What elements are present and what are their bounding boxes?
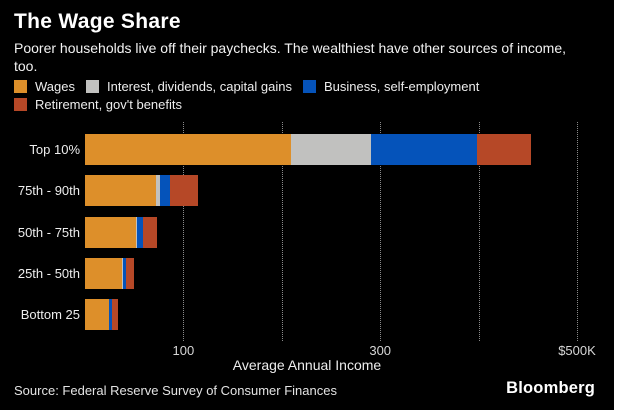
legend-swatch-icon: [14, 98, 27, 111]
plot-area: Top 10% 75th - 90th 50th - 75th 25th - 50th…: [17, 122, 596, 358]
bar-row: [85, 134, 531, 165]
category-label: 25th - 50th: [17, 265, 80, 281]
category-label: Bottom 25: [20, 307, 80, 322]
legend-item: Retirement, gov't benefits: [14, 97, 182, 112]
bar-segment-business: [122, 257, 126, 289]
legend-item: Interest, dividends, capital gains: [85, 79, 292, 94]
bar-segment-retirement: [143, 216, 157, 248]
bar-segment-retirement: [125, 257, 134, 289]
category-label: 75th - 90th: [17, 183, 80, 199]
legend-swatch-icon: [14, 80, 27, 93]
legend-label: Business, self-employment: [323, 79, 480, 94]
bar-segment-business: [371, 134, 477, 165]
category-label: Top 10%: [29, 142, 80, 157]
bar-segment-retirement: [476, 134, 531, 165]
chart-area: The Wage Share Poorer households live of…: [0, 0, 614, 410]
legend-label: Retirement, gov't benefits: [35, 97, 182, 112]
gridline: [478, 122, 480, 341]
bar-segment-interest: [136, 216, 138, 248]
gridline: [183, 122, 185, 341]
gridline: [380, 122, 382, 341]
source-note: Source: Federal Reserve Survey of Consum…: [14, 383, 337, 398]
bar-segment-business: [159, 175, 170, 207]
bar-segment-interest: [290, 134, 372, 165]
chart-title: The Wage Share: [14, 10, 181, 33]
legend-item: Business, self-employment: [302, 79, 480, 94]
bar-segment-wages: [85, 175, 156, 207]
bar-segment-wages: [85, 216, 137, 248]
legend-swatch-icon: [302, 80, 316, 93]
x-tick-label: 300: [369, 343, 392, 358]
bar-segment-business: [137, 216, 144, 248]
bar-segment-business: [109, 299, 113, 330]
bloomberg-logo: Bloomberg: [506, 379, 595, 397]
gridline: [577, 122, 578, 341]
bar-segment-retirement: [112, 299, 118, 330]
legend-label: Interest, dividends, capital gains: [106, 79, 292, 94]
bar-segment-wages: [85, 299, 109, 330]
gridline: [281, 122, 283, 341]
x-tick-label: $500K: [558, 343, 596, 358]
legend-item: Wages: [14, 79, 75, 94]
legend: Wages Interest, dividends, capital gains B…: [14, 79, 490, 115]
legend-swatch-icon: [85, 80, 99, 93]
bar-segment-wages: [85, 257, 123, 289]
x-tick-label: 100: [172, 343, 195, 358]
bar-segment-wages: [85, 134, 291, 165]
bar-row: [85, 299, 118, 330]
legend-label: Wages: [35, 79, 75, 94]
bar-row: [85, 257, 134, 289]
bar-row: [85, 216, 157, 248]
legend-row: Wages Interest, dividends, capital gains B…: [14, 79, 490, 94]
bar-segment-interest: [155, 175, 160, 207]
legend-row: Retirement, gov't benefits: [14, 97, 490, 112]
x-axis-title: Average Annual Income: [232, 357, 382, 373]
bar-row: [85, 175, 199, 207]
category-label: 50th - 75th: [17, 224, 80, 240]
chart-subtitle: Poorer households live off their paychec…: [14, 40, 567, 74]
bar-segment-retirement: [169, 175, 199, 207]
